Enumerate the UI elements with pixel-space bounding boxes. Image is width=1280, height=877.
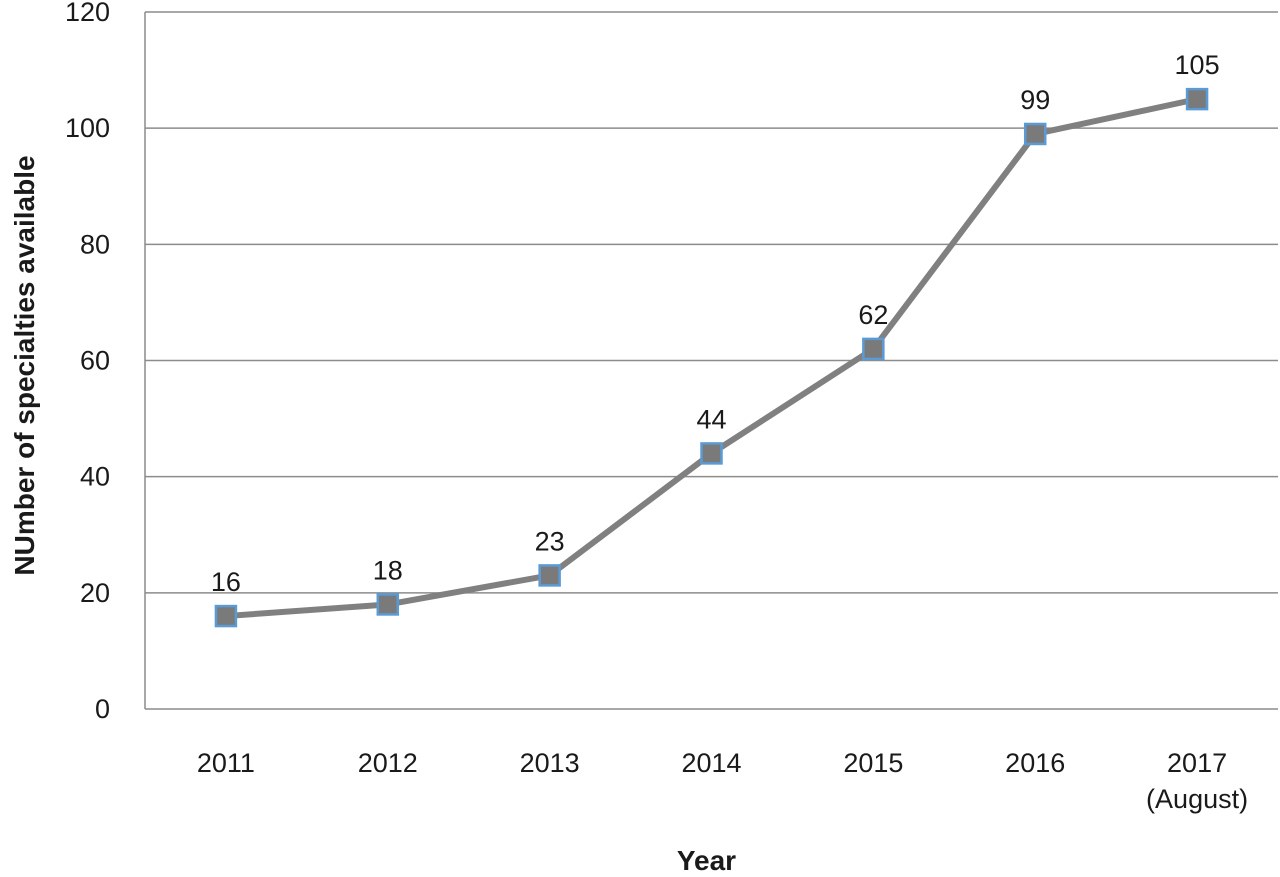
y-tick-label: 20: [80, 578, 110, 608]
x-tick-label: 2016: [1005, 748, 1065, 778]
data-point-marker: [538, 564, 561, 587]
data-label: 99: [1020, 85, 1050, 115]
y-tick-label: 60: [80, 346, 110, 376]
data-labels: 16 18 23 44 62 99 105: [211, 50, 1220, 597]
data-point-marker: [700, 442, 723, 465]
data-label: 105: [1175, 50, 1220, 80]
data-point-marker: [1023, 122, 1047, 146]
y-axis-title: NUmber of specialties available: [9, 155, 40, 575]
x-axis-title: Year: [677, 845, 736, 876]
axes: [144, 12, 1278, 710]
series-layer: [225, 96, 1198, 620]
data-label: 18: [373, 555, 403, 585]
data-point-marker: [1185, 87, 1209, 111]
y-tick-labels: 0 20 40 60 80 100 120: [65, 0, 110, 724]
x-tick-label: 2011: [197, 748, 255, 778]
data-point-marker: [376, 593, 400, 616]
data-label: 62: [858, 300, 888, 330]
data-label: 23: [535, 526, 565, 556]
data-label: 16: [211, 567, 241, 597]
y-tick-label: 80: [80, 229, 110, 259]
x-tick-label: 2015: [843, 748, 903, 778]
data-label: 44: [696, 404, 726, 434]
x-tick-label: (August): [1146, 784, 1248, 814]
y-tick-label: 100: [65, 113, 110, 143]
gridlines: [145, 11, 1278, 594]
markers: [214, 87, 1209, 628]
x-tick-label: 2014: [681, 748, 741, 778]
y-tick-label: 120: [65, 0, 110, 27]
x-tick-label: 2017: [1167, 748, 1227, 778]
y-tick-label: 40: [80, 462, 110, 492]
x-tick-labels: 2011 2012 2013 2014 2015 2016 2017 (August): [197, 748, 1248, 814]
series-line: [225, 96, 1198, 620]
x-tick-label: 2012: [358, 748, 418, 778]
data-point-marker: [214, 604, 238, 628]
y-tick-label: 0: [95, 694, 110, 724]
data-point-marker: [862, 337, 885, 361]
x-tick-label: 2013: [520, 748, 580, 778]
